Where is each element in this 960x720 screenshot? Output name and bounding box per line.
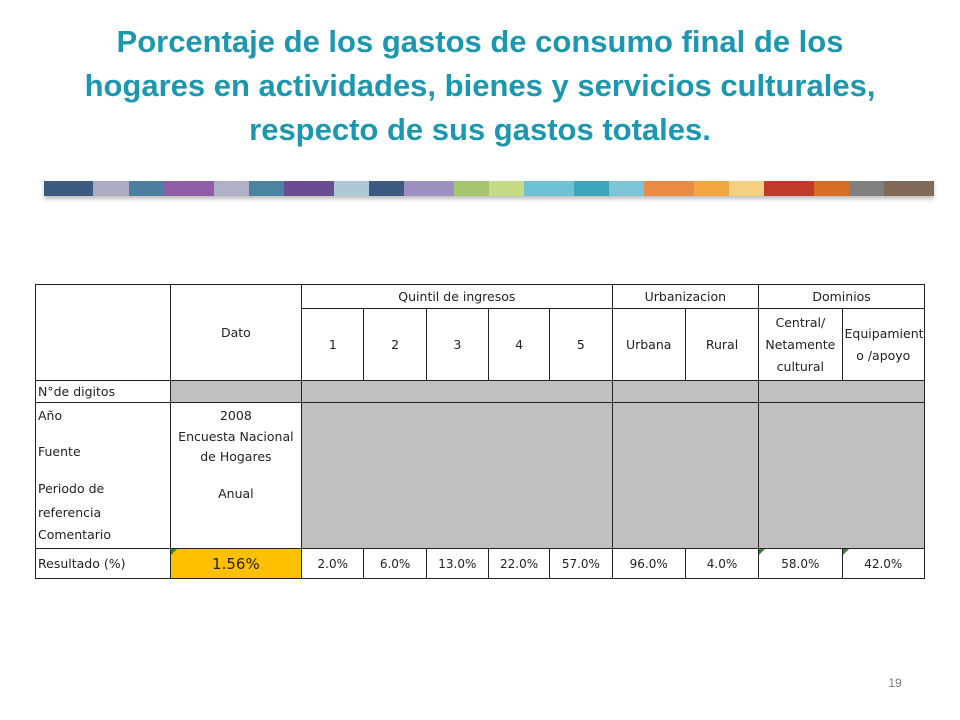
row-label-fuente: Fuente	[38, 444, 81, 459]
resultado-quintil-4: 22.0%	[487, 548, 551, 579]
grey-cell	[169, 380, 303, 403]
header-urbanizacion-group: Urbanizacion	[611, 284, 760, 309]
header-dominio-equipamiento: Equipamient o /apoyo	[841, 308, 926, 381]
resultado-dominio-central: 58.0%	[758, 548, 843, 579]
indicator-table: Dato Quintil de ingresos Urbanizacion Do…	[35, 284, 926, 579]
strip-segment	[164, 181, 214, 196]
strip-segment	[284, 181, 334, 196]
resultado-quintil-2: 6.0%	[363, 548, 427, 579]
resultado-quintil-3: 13.0%	[425, 548, 489, 579]
row-labels-metadata: Año Fuente Periodo de referencia Comenta…	[35, 402, 171, 549]
strip-segment	[93, 181, 129, 196]
header-quintil-4: 4	[487, 308, 551, 381]
dato-fuente: Encuesta Nacional de Hogares	[178, 429, 294, 464]
slide-title: Porcentaje de los gastos de consumo fina…	[84, 24, 876, 147]
grey-cell	[758, 380, 925, 403]
strip-segment	[333, 181, 369, 196]
header-quintil-5: 5	[549, 308, 613, 381]
header-quintil-3: 3	[425, 308, 489, 381]
grey-cell	[301, 380, 613, 403]
table-corner-cell	[35, 284, 171, 381]
strip-segment	[644, 181, 694, 196]
resultado-quintil-5: 57.0%	[549, 548, 613, 579]
header-quintil-2: 2	[363, 308, 427, 381]
strip-segment	[404, 181, 454, 196]
strip-segment	[248, 181, 285, 196]
strip-segment	[213, 181, 249, 196]
strip-segment	[764, 181, 814, 196]
header-quintil-1: 1	[301, 308, 365, 381]
strip-segment	[573, 181, 609, 196]
resultado-rural: 4.0%	[684, 548, 760, 579]
strip-segment	[813, 181, 850, 196]
row-label-periodo: Periodo de referencia	[38, 481, 105, 520]
grey-cell	[611, 402, 760, 549]
resultado-urbana: 96.0%	[611, 548, 686, 579]
dato-metadata: 2008 Encuesta Nacional de Hogares Anual	[169, 402, 303, 549]
strip-segment	[128, 181, 165, 196]
strip-segment	[609, 181, 645, 196]
header-dominios-group: Dominios	[758, 284, 925, 309]
strip-segment	[884, 181, 934, 196]
resultado-quintil-1: 2.0%	[301, 548, 365, 579]
header-rural: Rural	[684, 308, 760, 381]
header-quintil-group: Quintil de ingresos	[301, 284, 613, 309]
grey-cell	[758, 402, 925, 549]
header-dominio-central: Central/ Netamente cultural	[758, 308, 843, 381]
dato-anio: 2008	[219, 408, 252, 423]
row-label-comentario: Comentario	[38, 527, 111, 542]
strip-segment	[453, 181, 489, 196]
dato-periodo: Anual	[218, 486, 254, 501]
row-label-anio: Año	[38, 408, 63, 423]
page-number: 19	[888, 676, 902, 690]
resultado-dominio-equipamiento: 42.0%	[841, 548, 926, 579]
strip-segment	[368, 181, 405, 196]
grey-cell	[611, 380, 760, 403]
row-label-resultado: Resultado (%)	[35, 548, 171, 579]
resultado-dato: 1.56%	[169, 548, 303, 579]
row-label-digitos: N°de digitos	[35, 380, 171, 403]
strip-segment	[693, 181, 730, 196]
strip-segment	[729, 181, 765, 196]
strip-segment	[849, 181, 885, 196]
header-dato: Dato	[169, 284, 303, 381]
decorative-color-strip	[44, 181, 934, 196]
grey-cell	[301, 402, 613, 549]
strip-segment	[524, 181, 574, 196]
strip-segment	[488, 181, 525, 196]
strip-segment	[44, 181, 94, 196]
header-urbana: Urbana	[611, 308, 686, 381]
